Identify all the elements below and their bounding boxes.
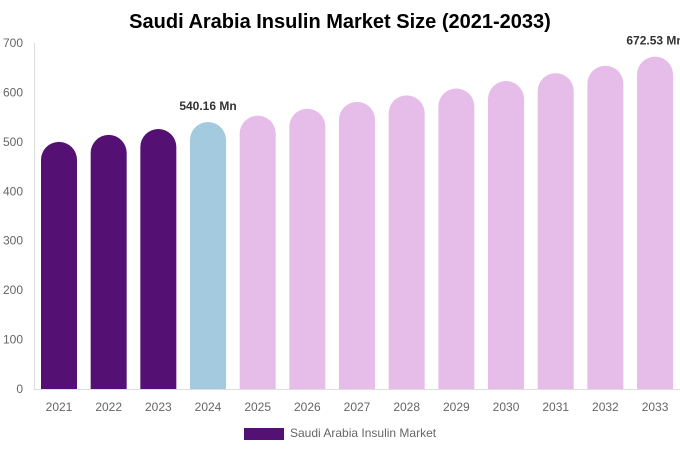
bar-2031[interactable] bbox=[537, 73, 574, 389]
legend-swatch bbox=[244, 428, 284, 440]
x-tick-label: 2028 bbox=[393, 400, 420, 414]
data-label-2033: 672.53 Mn bbox=[626, 34, 680, 48]
y-tick-label: 400 bbox=[3, 184, 23, 198]
x-tick-label: 2024 bbox=[195, 400, 222, 414]
x-tick-label: 2029 bbox=[443, 400, 470, 414]
x-tick-label: 2023 bbox=[145, 400, 172, 414]
x-tick-label: 2031 bbox=[542, 400, 569, 414]
bar-2033[interactable] bbox=[637, 56, 674, 389]
x-tick-label: 2033 bbox=[642, 400, 669, 414]
x-tick-label: 2030 bbox=[493, 400, 520, 414]
x-tick-label: 2027 bbox=[344, 400, 371, 414]
x-tick-label: 2026 bbox=[294, 400, 321, 414]
bar-2032[interactable] bbox=[587, 65, 624, 389]
y-tick-label: 100 bbox=[3, 333, 23, 347]
bar-2025[interactable] bbox=[239, 115, 276, 389]
x-tick-label: 2032 bbox=[592, 400, 619, 414]
bar-2029[interactable] bbox=[438, 88, 475, 389]
y-tick-label: 200 bbox=[3, 283, 23, 297]
y-tick-label: 300 bbox=[3, 234, 23, 248]
bar-2026[interactable] bbox=[289, 108, 326, 390]
y-tick-label: 600 bbox=[3, 85, 23, 99]
x-tick-label: 2021 bbox=[46, 400, 73, 414]
legend-label: Saudi Arabia Insulin Market bbox=[290, 426, 437, 440]
bar-2022[interactable] bbox=[90, 134, 127, 389]
data-label-2024: 540.16 Mn bbox=[179, 99, 236, 113]
legend[interactable]: Saudi Arabia Insulin Market bbox=[244, 426, 437, 440]
bar-2021[interactable] bbox=[41, 141, 77, 389]
x-tick-label: 2025 bbox=[244, 400, 271, 414]
bar-2028[interactable] bbox=[388, 95, 425, 389]
x-tick-label: 2022 bbox=[95, 400, 122, 414]
y-tick-label: 500 bbox=[3, 135, 23, 149]
bar-2027[interactable] bbox=[339, 101, 376, 389]
bar-2024[interactable] bbox=[190, 122, 227, 389]
bar-2023[interactable] bbox=[140, 129, 177, 389]
bar-2030[interactable] bbox=[488, 81, 525, 389]
y-tick-label: 700 bbox=[3, 36, 23, 50]
chart-title: Saudi Arabia Insulin Market Size (2021-2… bbox=[129, 11, 551, 33]
y-tick-label: 0 bbox=[16, 382, 23, 396]
